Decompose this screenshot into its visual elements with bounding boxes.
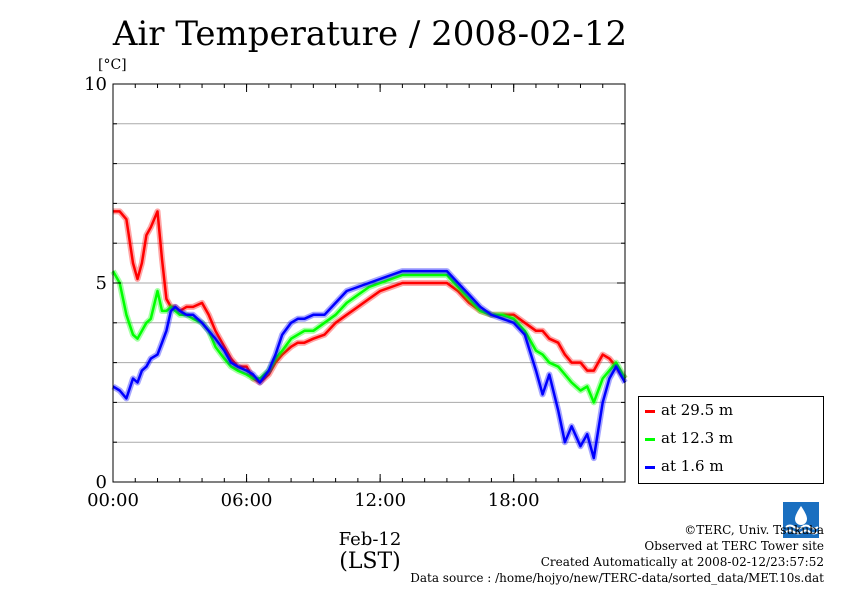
y-tick-label: 10 [84,74,107,95]
x-tick-label: 00:00 [87,490,139,511]
series-line-1 [111,270,627,404]
footer-source: Data source : /home/hojyo/new/TERC-data/… [410,571,824,585]
legend-swatch-green [645,437,655,441]
x-axis-label: Feb-12 (LST) [330,529,410,574]
legend-label: at 29.5 m [661,401,734,419]
series-layer [110,208,628,462]
series-line-0 [113,210,627,384]
legend-swatch-red [645,409,655,413]
terc-logo-icon [783,502,819,538]
legend-label: at 1.6 m [661,457,724,475]
footer-copyright: ©TERC, Univ. Tsukuba [684,523,824,537]
chart-title: Air Temperature / 2008-02-12 [112,14,628,54]
x-tick-label: 06:00 [221,490,273,511]
y-tick-label: 0 [96,472,107,493]
y-tick-label: 5 [96,273,107,294]
x-tick-label: 12:00 [354,490,406,511]
legend-item-1-6m: at 1.6 m [645,457,724,481]
y-axis-unit: [°C] [98,57,127,73]
footer: ©TERC, Univ. Tsukuba Observed at TERC To… [410,522,824,586]
footer-created: Created Automatically at 2008-02-12/23:5… [540,555,824,569]
x-tick-label: 18:00 [488,490,540,511]
legend-item-12-3m: at 12.3 m [645,429,733,453]
series-line-2 [112,269,627,460]
legend-item-29-5m: at 29.5 m [645,401,733,425]
axis-layer: 0 5 10 00:00 06:00 12:00 18:00 [84,74,626,511]
footer-site: Observed at TERC Tower site [644,539,824,553]
legend-label: at 12.3 m [661,429,734,447]
x-axis-timezone: (LST) [339,549,401,574]
x-axis-date: Feb-12 [338,529,402,550]
legend-swatch-blue [645,465,655,469]
legend: at 29.5 m at 12.3 m at 1.6 m [638,396,824,484]
